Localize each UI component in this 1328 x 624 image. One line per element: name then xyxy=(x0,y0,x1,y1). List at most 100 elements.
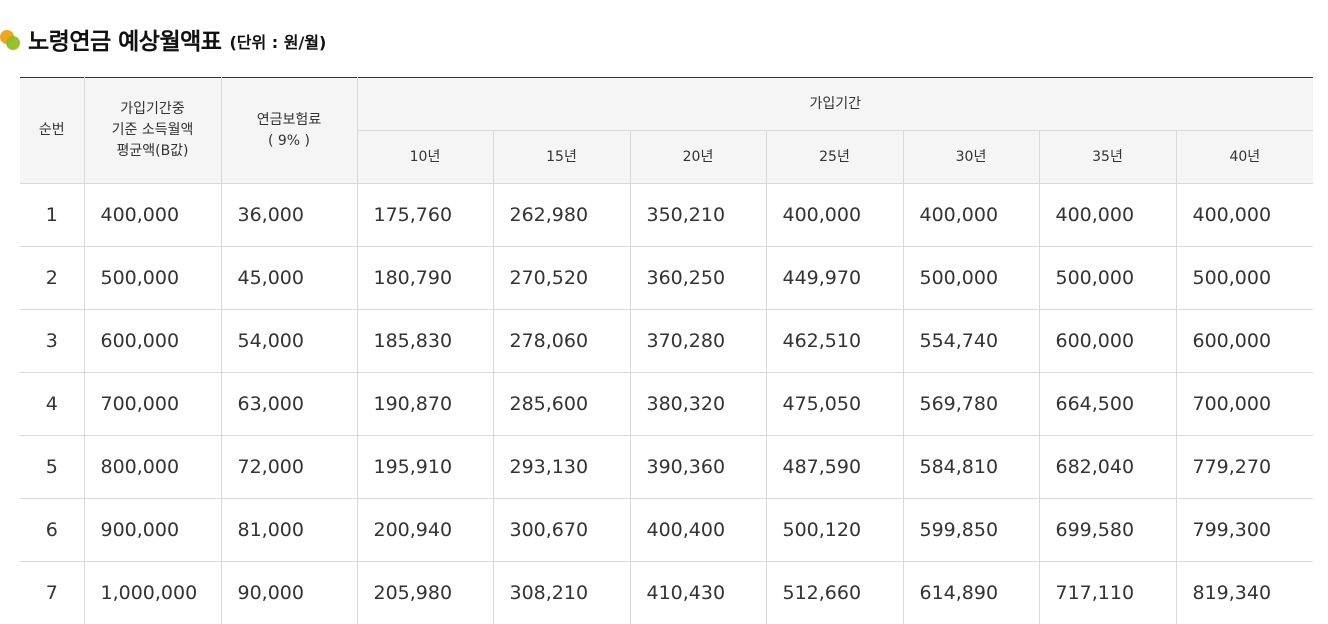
cell-pension-value: 293,130 xyxy=(493,436,630,499)
cell-pension-value: 599,850 xyxy=(903,499,1039,562)
cell-income: 400,000 xyxy=(84,184,221,247)
cell-pension-value: 799,300 xyxy=(1176,499,1313,562)
cell-pension-value: 779,270 xyxy=(1176,436,1313,499)
cell-premium: 81,000 xyxy=(221,499,357,562)
cell-pension-value: 554,740 xyxy=(903,310,1039,373)
cell-pension-value: 500,000 xyxy=(1039,247,1176,310)
cell-seq: 2 xyxy=(20,247,84,310)
cell-pension-value: 500,000 xyxy=(903,247,1039,310)
header-period: 40년 xyxy=(1176,131,1313,184)
cell-pension-value: 600,000 xyxy=(1176,310,1313,373)
cell-pension-value: 700,000 xyxy=(1176,373,1313,436)
cell-pension-value: 380,320 xyxy=(630,373,766,436)
cell-income: 700,000 xyxy=(84,373,221,436)
cell-pension-value: 410,430 xyxy=(630,562,766,624)
header-period: 25년 xyxy=(766,131,903,184)
cell-pension-value: 262,980 xyxy=(493,184,630,247)
cell-seq: 4 xyxy=(20,373,84,436)
cell-pension-value: 682,040 xyxy=(1039,436,1176,499)
cell-pension-value: 664,500 xyxy=(1039,373,1176,436)
cell-pension-value: 190,870 xyxy=(357,373,493,436)
cell-premium: 63,000 xyxy=(221,373,357,436)
cell-seq: 5 xyxy=(20,436,84,499)
cell-pension-value: 512,660 xyxy=(766,562,903,624)
cell-seq: 6 xyxy=(20,499,84,562)
cell-pension-value: 308,210 xyxy=(493,562,630,624)
cell-pension-value: 400,000 xyxy=(1039,184,1176,247)
cell-pension-value: 400,000 xyxy=(1176,184,1313,247)
cell-pension-value: 175,760 xyxy=(357,184,493,247)
cell-seq: 3 xyxy=(20,310,84,373)
cell-pension-value: 500,120 xyxy=(766,499,903,562)
header-period: 30년 xyxy=(903,131,1039,184)
header-income: 가입기간중 기준 소득월액 평균액(B값) xyxy=(84,78,221,184)
header-row-top: 순번 가입기간중 기준 소득월액 평균액(B값) 연금보험료 ( 9% ) 가입… xyxy=(20,78,1313,131)
header-premium-line1: 연금보험료 xyxy=(222,110,357,131)
cell-pension-value: 390,360 xyxy=(630,436,766,499)
cell-premium: 90,000 xyxy=(221,562,357,624)
cell-pension-value: 205,980 xyxy=(357,562,493,624)
cell-pension-value: 270,520 xyxy=(493,247,630,310)
cell-income: 600,000 xyxy=(84,310,221,373)
cell-premium: 72,000 xyxy=(221,436,357,499)
page-title: 노령연금 예상월액표 xyxy=(28,22,221,56)
cell-pension-value: 819,340 xyxy=(1176,562,1313,624)
header-income-line1: 가입기간중 xyxy=(85,99,221,120)
header-period: 35년 xyxy=(1039,131,1176,184)
header-seq: 순번 xyxy=(20,78,84,184)
cell-income: 500,000 xyxy=(84,247,221,310)
cell-pension-value: 614,890 xyxy=(903,562,1039,624)
title-bullet-icon xyxy=(0,27,24,51)
cell-pension-value: 500,000 xyxy=(1176,247,1313,310)
header-income-line2: 기준 소득월액 xyxy=(85,120,221,141)
cell-pension-value: 285,600 xyxy=(493,373,630,436)
cell-pension-value: 185,830 xyxy=(357,310,493,373)
page-title-row: 노령연금 예상월액표 (단위 : 원/월) xyxy=(0,22,326,56)
header-premium-line2: ( 9% ) xyxy=(222,131,357,152)
cell-premium: 54,000 xyxy=(221,310,357,373)
cell-pension-value: 180,790 xyxy=(357,247,493,310)
header-premium: 연금보험료 ( 9% ) xyxy=(221,78,357,184)
header-income-line3: 평균액(B값) xyxy=(85,141,221,162)
cell-pension-value: 569,780 xyxy=(903,373,1039,436)
cell-pension-value: 600,000 xyxy=(1039,310,1176,373)
cell-pension-value: 584,810 xyxy=(903,436,1039,499)
cell-pension-value: 487,590 xyxy=(766,436,903,499)
cell-seq: 1 xyxy=(20,184,84,247)
header-period: 20년 xyxy=(630,131,766,184)
cell-pension-value: 200,940 xyxy=(357,499,493,562)
cell-pension-value: 350,210 xyxy=(630,184,766,247)
cell-seq: 7 xyxy=(20,562,84,624)
cell-income: 800,000 xyxy=(84,436,221,499)
cell-pension-value: 370,280 xyxy=(630,310,766,373)
cell-pension-value: 278,060 xyxy=(493,310,630,373)
cell-pension-value: 400,000 xyxy=(766,184,903,247)
cell-pension-value: 717,110 xyxy=(1039,562,1176,624)
cell-pension-value: 462,510 xyxy=(766,310,903,373)
cell-premium: 45,000 xyxy=(221,247,357,310)
cell-income: 1,000,000 xyxy=(84,562,221,624)
cell-income: 900,000 xyxy=(84,499,221,562)
cell-pension-value: 400,400 xyxy=(630,499,766,562)
header-period-group: 가입기간 xyxy=(357,78,1313,131)
cell-premium: 36,000 xyxy=(221,184,357,247)
pension-estimate-table: 순번 가입기간중 기준 소득월액 평균액(B값) 연금보험료 ( 9% ) 가입… xyxy=(20,77,1313,624)
cell-pension-value: 195,910 xyxy=(357,436,493,499)
cell-pension-value: 400,000 xyxy=(903,184,1039,247)
cell-pension-value: 475,050 xyxy=(766,373,903,436)
header-period: 15년 xyxy=(493,131,630,184)
cell-pension-value: 699,580 xyxy=(1039,499,1176,562)
header-period: 10년 xyxy=(357,131,493,184)
cell-pension-value: 300,670 xyxy=(493,499,630,562)
cell-pension-value: 360,250 xyxy=(630,247,766,310)
cell-pension-value: 449,970 xyxy=(766,247,903,310)
unit-note: (단위 : 원/월) xyxy=(229,29,326,53)
